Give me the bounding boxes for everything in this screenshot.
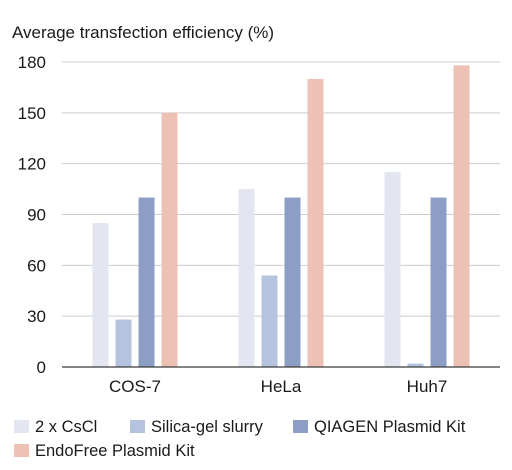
x-tick-label: HeLa — [261, 377, 302, 396]
bar-huh7-series-1 — [384, 172, 401, 367]
bar-huh7-series-3 — [430, 197, 447, 367]
y-tick-label: 0 — [37, 358, 46, 377]
y-tick-label: 30 — [27, 307, 46, 326]
y-tick-label: 180 — [18, 53, 46, 72]
legend-swatch — [14, 420, 29, 433]
legend-label: QIAGEN Plasmid Kit — [314, 418, 466, 436]
bar-cos-7-series-3 — [138, 197, 155, 367]
y-axis-ticks: 0 30 60 90 120 150 180 — [18, 53, 46, 377]
x-tick-label: Huh7 — [407, 377, 448, 396]
y-tick-label: 150 — [18, 104, 46, 123]
bar-cos-7-series-2 — [115, 319, 132, 367]
x-tick-label: COS-7 — [109, 377, 161, 396]
legend-label: EndoFree Plasmid Kit — [35, 442, 195, 460]
y-tick-label: 120 — [18, 155, 46, 174]
bar-hela-series-2 — [261, 275, 278, 367]
gridlines — [62, 61, 500, 317]
legend-swatch — [14, 444, 29, 457]
y-axis-title: Average transfection efficiency (%) — [12, 23, 274, 42]
bar-hela-series-4 — [307, 78, 324, 367]
y-tick-label: 90 — [27, 206, 46, 225]
legend-label: Silica-gel slurry — [151, 418, 264, 436]
bar-huh7-series-2 — [407, 363, 424, 367]
bar-cos-7-series-1 — [92, 222, 109, 367]
legend-label: 2 x CsCl — [35, 418, 97, 436]
bar-cos-7-series-4 — [161, 112, 178, 367]
y-tick-label: 60 — [27, 256, 46, 275]
bar-hela-series-1 — [238, 189, 255, 367]
legend: 2 x CsCl Silica-gel slurry QIAGEN Plasmid … — [14, 418, 466, 460]
legend-swatch — [293, 420, 308, 433]
bar-hela-series-3 — [284, 197, 301, 367]
bars — [92, 65, 470, 367]
legend-swatch — [130, 420, 145, 433]
bar-huh7-series-4 — [453, 65, 470, 367]
x-axis-ticks: COS-7 HeLa Huh7 — [109, 377, 447, 396]
